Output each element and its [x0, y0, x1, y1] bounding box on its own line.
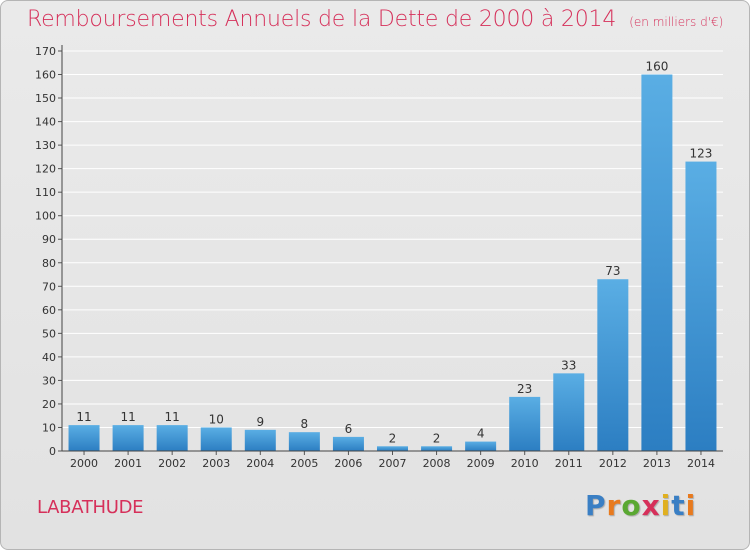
y-tick-label: 50	[42, 327, 56, 340]
y-tick-label: 40	[42, 351, 56, 364]
logo-letter: i	[660, 489, 672, 522]
bar	[156, 425, 188, 451]
x-tick-label: 2006	[334, 457, 362, 470]
bar	[641, 74, 673, 451]
y-tick-label: 10	[42, 421, 56, 434]
y-tick-label: 90	[42, 233, 56, 246]
logo-letter: P	[585, 489, 607, 522]
data-label: 33	[561, 358, 576, 372]
x-tick-label: 2013	[643, 457, 671, 470]
x-tick-label: 2000	[70, 457, 98, 470]
bar	[112, 425, 144, 451]
data-label: 23	[517, 382, 532, 396]
x-tick-label: 2012	[599, 457, 627, 470]
data-label: 2	[389, 431, 397, 445]
data-label: 160	[645, 60, 668, 74]
logo-letter: o	[621, 489, 642, 522]
bar	[244, 429, 276, 451]
y-tick-label: 100	[35, 210, 56, 223]
data-label: 9	[256, 415, 264, 429]
x-tick-label: 2001	[114, 457, 142, 470]
y-tick-label: 80	[42, 257, 56, 270]
y-tick-label: 110	[35, 186, 56, 199]
logo-letter: i	[685, 489, 697, 522]
bar	[288, 432, 320, 451]
x-tick-label: 2002	[158, 457, 186, 470]
proxiti-logo: Proxiti	[585, 489, 696, 522]
bar	[332, 436, 364, 451]
x-tick-label: 2009	[467, 457, 495, 470]
chart-title-text: Remboursements Annuels de la Dette de 20…	[27, 7, 617, 32]
logo-letter: r	[606, 489, 622, 522]
bar	[509, 396, 541, 451]
x-tick-label: 2004	[246, 457, 274, 470]
bar	[597, 279, 629, 451]
x-tick-label: 2011	[555, 457, 583, 470]
logo-letter: t	[671, 489, 686, 522]
logo-letter: x	[641, 489, 661, 522]
bar	[465, 441, 497, 451]
y-tick-label: 150	[35, 92, 56, 105]
bar	[685, 161, 717, 451]
x-tick-label: 2005	[290, 457, 318, 470]
bar	[200, 427, 232, 451]
y-tick-label: 130	[35, 139, 56, 152]
data-label: 10	[209, 412, 224, 426]
y-tick-label: 120	[35, 163, 56, 176]
x-tick-label: 2014	[687, 457, 715, 470]
data-label: 6	[345, 422, 353, 436]
y-tick-label: 170	[35, 45, 56, 58]
x-tick-label: 2010	[511, 457, 539, 470]
bar	[553, 373, 585, 451]
data-label: 8	[301, 417, 309, 431]
data-label: 73	[605, 264, 620, 278]
y-tick-label: 60	[42, 304, 56, 317]
chart-title: Remboursements Annuels de la Dette de 20…	[27, 7, 723, 32]
commune-name: LABATHUDE	[37, 497, 144, 518]
data-label: 11	[76, 410, 91, 424]
bar	[377, 446, 408, 451]
y-tick-label: 160	[35, 69, 56, 82]
y-tick-label: 30	[42, 374, 56, 387]
chart-unit: (en milliers d'€)	[629, 15, 724, 29]
x-tick-label: 2007	[379, 457, 407, 470]
y-tick-label: 0	[49, 445, 56, 458]
x-tick-label: 2008	[423, 457, 451, 470]
bar	[421, 446, 453, 451]
data-label: 4	[477, 427, 485, 441]
data-label: 11	[120, 410, 135, 424]
x-tick-label: 2003	[202, 457, 230, 470]
data-label: 2	[433, 431, 441, 445]
data-label: 123	[690, 147, 713, 161]
data-label: 11	[165, 410, 180, 424]
y-tick-label: 70	[42, 280, 56, 293]
bar	[68, 425, 100, 451]
y-tick-label: 140	[35, 116, 56, 129]
y-tick-label: 20	[42, 398, 56, 411]
